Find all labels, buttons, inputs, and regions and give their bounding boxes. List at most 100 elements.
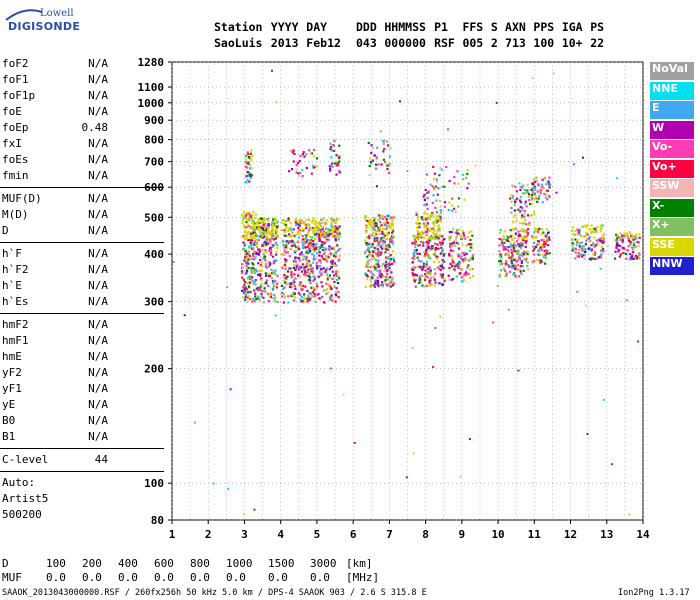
echo-point xyxy=(386,257,389,260)
echo-point xyxy=(470,247,474,250)
echo-point xyxy=(615,244,618,247)
echo-point xyxy=(507,253,510,256)
echo-point xyxy=(263,227,266,230)
echo-point xyxy=(391,220,394,223)
echo-point xyxy=(315,243,318,246)
echo-point xyxy=(380,284,383,287)
echo-point xyxy=(327,230,330,233)
echo-point xyxy=(304,285,307,288)
echo-point xyxy=(323,220,327,223)
echo-point xyxy=(259,274,262,278)
echo-point xyxy=(266,240,269,243)
echo-point xyxy=(309,235,312,238)
echo-point xyxy=(338,247,341,250)
echo-point xyxy=(457,253,460,256)
echo-point xyxy=(319,261,322,264)
echo-point xyxy=(245,267,248,270)
echo-point xyxy=(521,265,524,268)
echo-point xyxy=(614,239,617,242)
echo-point xyxy=(506,253,509,256)
echo-point xyxy=(435,199,438,202)
echo-point xyxy=(552,72,555,75)
echo-point xyxy=(338,232,341,235)
echo-point xyxy=(545,228,549,231)
echo-point xyxy=(326,238,329,241)
echo-point xyxy=(297,236,300,239)
footer-muf-value-0: 0.0 xyxy=(46,571,66,584)
echo-point xyxy=(372,251,375,254)
echo-point xyxy=(250,258,253,261)
echo-point xyxy=(371,265,374,268)
echo-point xyxy=(463,253,466,257)
echo-point xyxy=(325,269,328,272)
echo-point xyxy=(385,246,389,249)
echo-point xyxy=(296,274,300,277)
echo-point xyxy=(263,235,266,238)
echo-point xyxy=(318,259,321,262)
echo-point xyxy=(319,239,322,242)
footer-d-value-3: 600 xyxy=(154,557,174,570)
echo-point xyxy=(545,182,548,185)
echo-point xyxy=(296,162,300,165)
echo-point xyxy=(334,290,338,293)
echo-point xyxy=(611,463,614,466)
echo-point xyxy=(414,273,417,276)
param-value: N/A xyxy=(88,414,108,427)
echo-point xyxy=(583,250,586,254)
echo-point xyxy=(370,151,373,154)
echo-point xyxy=(329,169,332,172)
echo-point xyxy=(391,224,394,228)
echo-point xyxy=(258,248,261,251)
echo-point xyxy=(314,287,317,290)
echo-point xyxy=(252,234,255,237)
echo-point xyxy=(532,183,535,186)
echo-point xyxy=(308,292,311,295)
echo-point xyxy=(633,242,636,245)
echo-point xyxy=(321,285,324,288)
echo-point xyxy=(441,266,444,269)
echo-point xyxy=(329,147,332,150)
echo-point xyxy=(289,222,292,225)
echo-point xyxy=(320,256,323,259)
echo-point xyxy=(319,224,322,228)
echo-point xyxy=(526,214,530,217)
echo-point xyxy=(365,262,368,265)
param-label: yF1 xyxy=(2,382,22,395)
echo-point xyxy=(287,282,290,286)
echo-point xyxy=(244,230,248,233)
echo-point xyxy=(617,244,621,247)
echo-point xyxy=(298,171,301,175)
echo-point xyxy=(424,250,427,253)
echo-point xyxy=(386,278,389,281)
echo-points xyxy=(172,69,641,516)
echo-point xyxy=(584,243,588,246)
echo-point xyxy=(381,284,384,288)
echo-point xyxy=(439,315,442,318)
echo-point xyxy=(418,235,421,238)
echo-point xyxy=(406,169,409,172)
echo-point xyxy=(426,230,429,233)
echo-point xyxy=(391,284,395,287)
echo-point xyxy=(536,200,539,203)
echo-point xyxy=(427,227,430,230)
echo-point xyxy=(370,284,373,287)
param-label: foF1 xyxy=(2,73,29,86)
echo-point xyxy=(257,273,260,276)
echo-point xyxy=(589,240,592,243)
echo-point xyxy=(420,236,423,239)
echo-point xyxy=(434,218,437,221)
echo-point xyxy=(427,267,430,270)
echo-point xyxy=(323,242,326,245)
echo-point xyxy=(431,213,434,216)
echo-point xyxy=(594,257,597,261)
echo-point xyxy=(315,246,318,249)
echo-point xyxy=(547,236,550,239)
echo-point xyxy=(275,253,278,256)
echo-point xyxy=(302,245,305,248)
echo-point xyxy=(544,235,547,238)
param-label: fmin xyxy=(2,169,29,182)
echo-point xyxy=(389,285,392,288)
echo-point xyxy=(281,221,284,224)
echo-point xyxy=(305,274,308,277)
echo-point xyxy=(248,180,251,183)
